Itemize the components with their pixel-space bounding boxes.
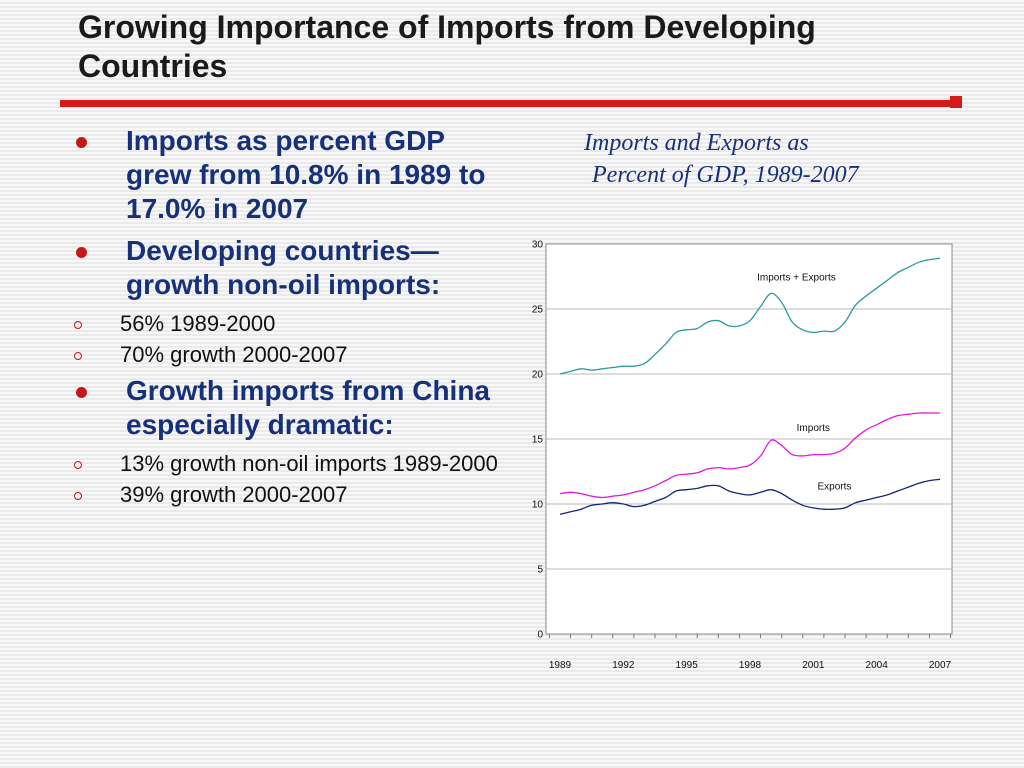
chart-title-line: Imports and Exports as [584, 130, 809, 156]
bullet-ring-icon [74, 492, 82, 500]
bullet-item: Imports as percent GDP grew from 10.8% i… [70, 124, 510, 226]
sub-bullet-text: 70% growth 2000-2007 [120, 342, 348, 367]
x-tick-label: 2007 [929, 660, 952, 671]
series-line [559, 478, 941, 516]
series-label: Imports [797, 423, 830, 434]
gridlines [546, 308, 952, 570]
title-underline [60, 100, 962, 107]
sub-bullet-text: 39% growth 2000-2007 [120, 482, 348, 507]
x-tick-label: 2004 [866, 660, 889, 671]
x-tick-label: 1998 [739, 660, 762, 671]
y-tick-label: 25 [532, 305, 544, 316]
sub-bullet-list: 56% 1989-2000 70% growth 2000-2007 [70, 310, 510, 368]
x-tick-label: 1992 [612, 660, 635, 671]
chart-title: Imports and Exports as Percent of GDP, 1… [560, 127, 960, 191]
bullet-text: Developing countries—growth non-oil impo… [126, 235, 441, 300]
series-line [559, 412, 940, 499]
bullet-ring-icon [74, 352, 82, 360]
bullet-item: Growth imports from China especially dra… [70, 374, 510, 442]
title-underline-end [950, 96, 962, 108]
y-tick-label: 15 [532, 435, 544, 446]
bullet-ring-icon [74, 461, 82, 469]
bullet-dot-icon [76, 137, 87, 148]
bullet-ring-icon [74, 321, 82, 329]
series-line [559, 257, 941, 375]
y-tick-label: 5 [537, 565, 543, 576]
sub-bullet-text: 56% 1989-2000 [120, 311, 276, 336]
sub-bullet-list: 13% growth non-oil imports 1989-2000 39%… [70, 450, 510, 508]
series-label: Exports [817, 482, 851, 493]
y-tick-label: 10 [532, 500, 544, 511]
slide-title: Growing Importance of Imports from Devel… [78, 9, 816, 84]
y-axis: 0 5 10 15 20 25 30 [532, 240, 544, 641]
y-tick-label: 20 [532, 370, 544, 381]
series-labels: Imports + Exports Imports Exports [757, 272, 851, 492]
bullet-dot-icon [76, 247, 87, 258]
x-tick-label: 2001 [802, 660, 825, 671]
sub-bullet-item: 70% growth 2000-2007 [70, 341, 510, 368]
imports-exports-line-chart: 0 5 10 15 20 25 30 1989 1992 1995 1998 2001 2004 200… [532, 240, 953, 671]
bullet-text: Growth imports from China especially dra… [126, 375, 490, 440]
chart-title-line: Percent of GDP, 1989-2007 [592, 162, 859, 188]
series-lines [559, 257, 941, 516]
x-tick-label: 1995 [676, 660, 699, 671]
sub-bullet-item: 56% 1989-2000 [70, 310, 510, 337]
x-tick-label: 1989 [549, 660, 572, 671]
bullet-item: Developing countries—growth non-oil impo… [70, 234, 510, 302]
y-tick-label: 0 [537, 630, 543, 641]
x-axis: 1989 1992 1995 1998 2001 2004 2007 [549, 634, 952, 671]
sub-bullet-item: 39% growth 2000-2007 [70, 481, 510, 508]
sub-bullet-text: 13% growth non-oil imports 1989-2000 [120, 451, 498, 476]
bullet-text: Imports as percent GDP grew from 10.8% i… [126, 125, 486, 224]
sub-bullet-item: 13% growth non-oil imports 1989-2000 [70, 450, 510, 477]
bullet-dot-icon [76, 387, 87, 398]
bullet-list: Imports as percent GDP grew from 10.8% i… [70, 124, 510, 514]
y-tick-label: 30 [532, 240, 544, 251]
series-label: Imports + Exports [757, 272, 836, 283]
